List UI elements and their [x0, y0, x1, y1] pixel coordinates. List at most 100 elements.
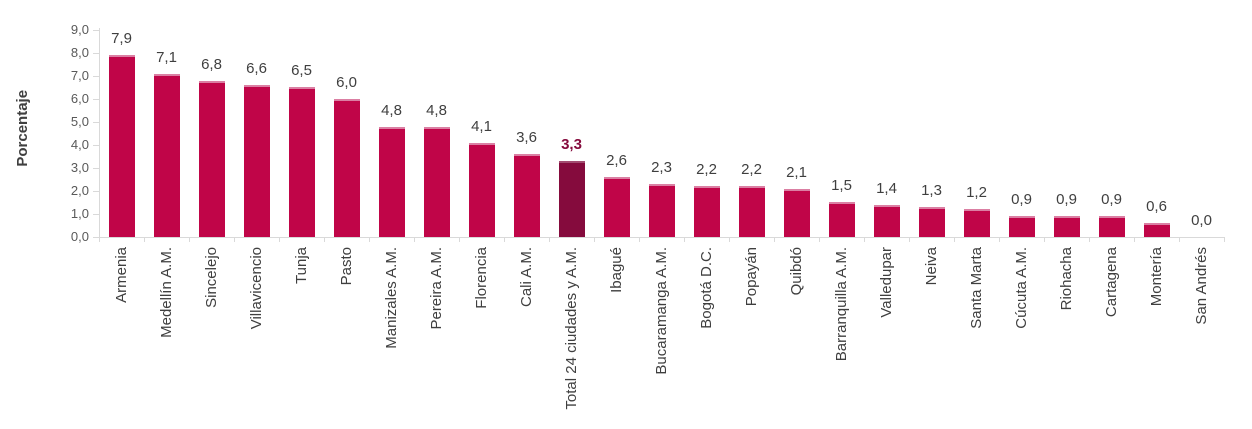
- y-tick-mark: [93, 191, 99, 192]
- y-tick-mark: [93, 76, 99, 77]
- x-tick-mark: [144, 237, 145, 242]
- bar: [378, 127, 405, 237]
- y-tick-mark: [93, 145, 99, 146]
- bar-value-label: 6,5: [291, 62, 312, 79]
- x-tick-mark: [1224, 237, 1225, 242]
- bar: [198, 81, 225, 237]
- bar: [648, 184, 675, 237]
- bar-value-label: 6,8: [201, 56, 222, 73]
- x-tick-mark: [729, 237, 730, 242]
- x-tick-mark: [999, 237, 1000, 242]
- y-tick-label: 9,0: [70, 22, 89, 37]
- bar-value-label: 4,8: [426, 102, 447, 119]
- y-tick-mark: [93, 30, 99, 31]
- bar-value-label: 2,2: [696, 161, 717, 178]
- y-axis-line: [99, 28, 100, 238]
- bar-value-label: 0,9: [1011, 191, 1032, 208]
- x-tick-mark: [459, 237, 460, 242]
- y-tick-label: 4,0: [70, 137, 89, 152]
- bar: [693, 186, 720, 237]
- category-label: Armenia: [112, 247, 130, 303]
- bar: [468, 143, 495, 237]
- x-tick-mark: [594, 237, 595, 242]
- bar-total: [558, 161, 585, 237]
- bar: [153, 74, 180, 237]
- x-tick-mark: [639, 237, 640, 242]
- bar-value-label: 6,0: [336, 74, 357, 91]
- y-tick-label: 6,0: [70, 91, 89, 106]
- y-tick-label: 1,0: [70, 206, 89, 221]
- bar-value-label: 2,2: [741, 161, 762, 178]
- x-tick-mark: [1179, 237, 1180, 242]
- category-label: Quibdó: [787, 247, 805, 296]
- x-tick-mark: [99, 237, 100, 242]
- x-tick-mark: [1089, 237, 1090, 242]
- bar-value-label: 3,3: [561, 136, 582, 153]
- bar: [243, 85, 270, 237]
- y-tick-label: 2,0: [70, 183, 89, 198]
- bar: [423, 127, 450, 237]
- y-tick-mark: [93, 214, 99, 215]
- x-tick-mark: [369, 237, 370, 242]
- bar-value-label: 1,4: [876, 180, 897, 197]
- bar: [828, 202, 855, 237]
- category-label: Montería: [1147, 247, 1165, 307]
- category-label: Cúcuta A.M.: [1012, 247, 1030, 329]
- x-tick-mark: [774, 237, 775, 242]
- x-axis-line: [99, 237, 1224, 238]
- bar-value-label: 1,3: [921, 182, 942, 199]
- bar-value-label: 7,9: [111, 30, 132, 47]
- y-tick-label: 3,0: [70, 160, 89, 175]
- x-tick-mark: [414, 237, 415, 242]
- category-label: Pereira A.M.: [427, 247, 445, 330]
- x-tick-mark: [234, 237, 235, 242]
- y-tick-label: 0,0: [70, 229, 89, 244]
- bar-value-label: 4,8: [381, 102, 402, 119]
- bar: [1053, 216, 1080, 237]
- bar: [1008, 216, 1035, 237]
- bar: [333, 99, 360, 237]
- bar: [1098, 216, 1125, 237]
- category-label: Pasto: [337, 247, 355, 286]
- bar: [918, 207, 945, 237]
- y-tick-label: 5,0: [70, 114, 89, 129]
- y-tick-label: 8,0: [70, 45, 89, 60]
- category-label: Santa Marta: [967, 247, 985, 329]
- y-tick-mark: [93, 237, 99, 238]
- y-axis-title: Porcentaje: [14, 89, 31, 167]
- category-label: Neiva: [922, 247, 940, 286]
- y-tick-mark: [93, 168, 99, 169]
- category-label: Villavicencio: [247, 247, 265, 330]
- bar-value-label: 2,3: [651, 159, 672, 176]
- category-label: Total 24 ciudades y A.M.: [562, 247, 580, 410]
- category-label: Florencia: [472, 247, 490, 309]
- x-tick-mark: [1134, 237, 1135, 242]
- bar: [873, 205, 900, 237]
- category-label: Popayán: [742, 247, 760, 307]
- x-tick-mark: [324, 237, 325, 242]
- bar: [603, 177, 630, 237]
- y-tick-mark: [93, 122, 99, 123]
- x-tick-mark: [1044, 237, 1045, 242]
- bar-value-label: 2,1: [786, 164, 807, 181]
- x-tick-mark: [189, 237, 190, 242]
- y-tick-label: 7,0: [70, 68, 89, 83]
- category-label: Tunja: [292, 247, 310, 284]
- bar: [288, 87, 315, 237]
- bar-value-label: 0,9: [1101, 191, 1122, 208]
- bar-value-label: 0,0: [1191, 212, 1212, 229]
- bar: [1143, 223, 1170, 237]
- x-tick-mark: [279, 237, 280, 242]
- bar-value-label: 0,6: [1146, 198, 1167, 215]
- x-tick-mark: [954, 237, 955, 242]
- bar: [738, 186, 765, 237]
- bar-value-label: 4,1: [471, 118, 492, 135]
- bar: [513, 154, 540, 237]
- bar-value-label: 2,6: [606, 152, 627, 169]
- x-tick-mark: [864, 237, 865, 242]
- category-label: Medellín A.M.: [157, 247, 175, 338]
- category-label: Cali A.M.: [517, 247, 535, 308]
- bar-value-label: 7,1: [156, 49, 177, 66]
- y-tick-mark: [93, 53, 99, 54]
